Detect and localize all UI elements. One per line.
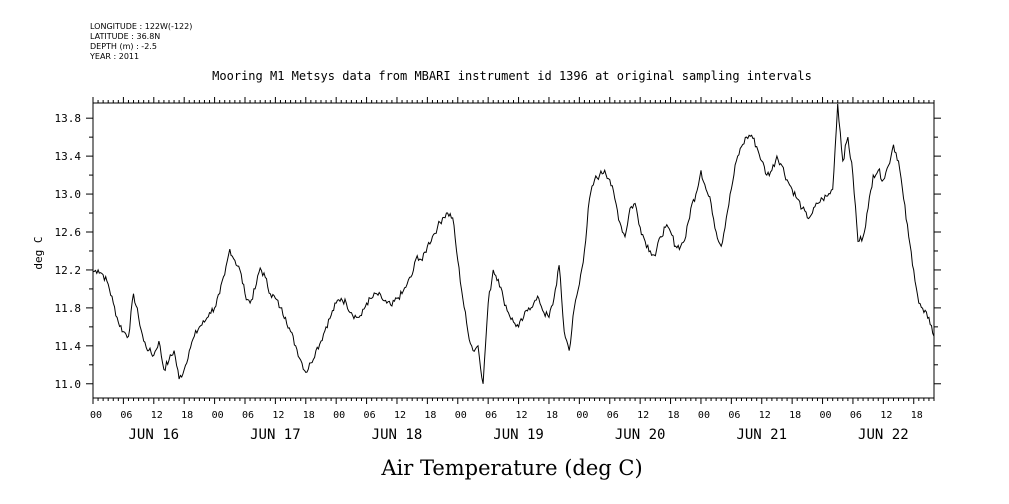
latitude-text: LATITUDE : 36.8N [90,32,161,41]
depth-text: DEPTH (m) : -2.5 [90,42,157,51]
x-tick-label: 18 [789,410,801,421]
x-tick-label: 18 [181,410,193,421]
y-tick-label: 11.0 [55,378,82,391]
x-tick-label: 12 [151,410,163,421]
y-tick-label: 13.0 [55,188,82,201]
x-tick-label: 00 [576,410,588,421]
longitude-text: LONGITUDE : 122W(-122) [90,22,193,31]
x-tick-label: 12 [759,410,771,421]
y-tick-labels: 11.0 11.4 11.8 12.2 12.6 13.0 13.4 13.8 [55,112,82,391]
x-tick-label: 00 [333,410,345,421]
x-tick-label: 06 [485,410,497,421]
y-tick-label: 12.2 [55,264,82,277]
x-day-label: JUN 16 [129,427,180,443]
y-tick-label: 13.8 [55,112,82,125]
x-day-label: JUN 18 [372,427,423,443]
x-tick-label: 12 [637,410,649,421]
x-tick-label: 00 [698,410,710,421]
x-tick-labels: 00 06 12 18 00 06 12 18 00 06 12 18 00 06 12 18 00 06 12 18… [90,410,923,421]
x-tick-label: 12 [516,410,528,421]
metadata-block: LONGITUDE : 122W(-122) LATITUDE : 36.8N … [90,22,192,62]
x-tick-label: 00 [820,410,832,421]
x-day-label: JUN 17 [250,427,301,443]
x-axis-label: Air Temperature (deg C) [380,456,642,480]
x-tick-label: 00 [455,410,467,421]
x-tick-label: 12 [272,410,284,421]
plot-frame [92,102,935,399]
x-tick-label: 06 [850,410,862,421]
x-tick-label: 18 [546,410,558,421]
y-tick-label: 12.6 [55,226,82,239]
x-tick-label: 18 [424,410,436,421]
x-tick-label: 06 [728,410,740,421]
x-tick-label: 18 [911,410,923,421]
plot-border [92,102,935,399]
x-tick-label: 18 [303,410,315,421]
y-axis-label: deg C [32,236,45,269]
x-day-labels: JUN 16 JUN 17 JUN 18 JUN 19 JUN 20 JUN 21 JUN … [129,427,909,443]
x-tick-label: 06 [607,410,619,421]
y-tick-label: 11.4 [55,340,82,353]
y-tick-label: 11.8 [55,302,82,315]
axis-ticks [86,97,941,404]
x-day-label: JUN 19 [493,427,544,443]
chart-title: Mooring M1 Metsys data from MBARI instru… [212,69,812,83]
x-tick-label: 00 [90,410,102,421]
year-text: YEAR : 2011 [90,52,140,61]
x-tick-label: 00 [212,410,224,421]
temperature-series-line [92,103,935,384]
x-tick-label: 06 [364,410,376,421]
x-tick-label: 18 [668,410,680,421]
x-tick-label: 06 [242,410,254,421]
x-tick-label: 12 [394,410,406,421]
x-day-label: JUN 20 [615,427,666,443]
x-day-label: JUN 22 [858,427,909,443]
x-tick-label: 06 [120,410,132,421]
x-tick-label: 12 [880,410,892,421]
x-day-label: JUN 21 [736,427,787,443]
y-tick-label: 13.4 [55,150,82,163]
